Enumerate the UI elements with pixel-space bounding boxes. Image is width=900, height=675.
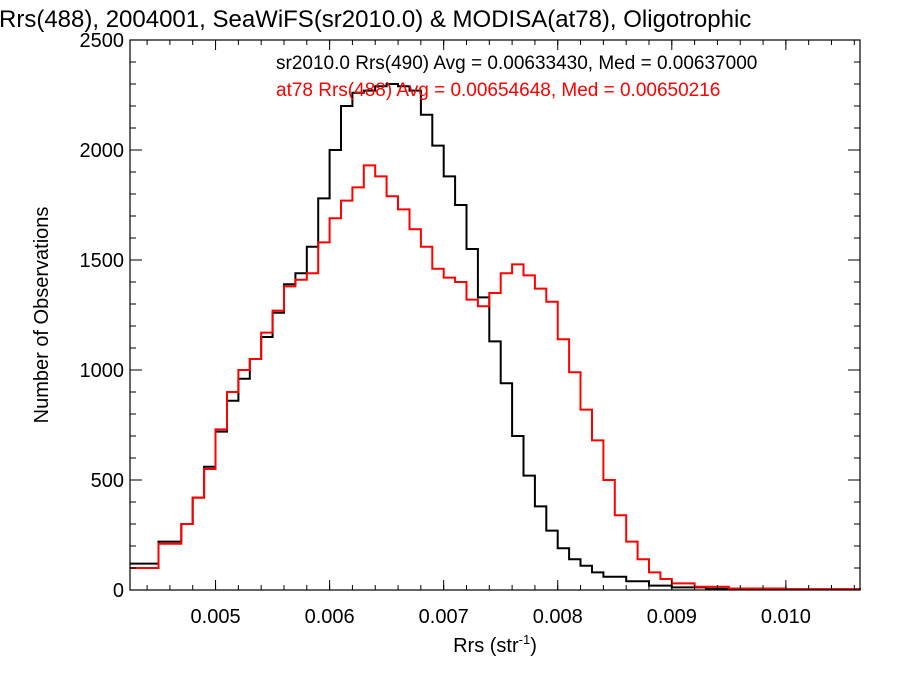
series-layer	[130, 83, 861, 591]
y-axis: 0 500 1000 1500 2000 2500	[80, 30, 860, 602]
x-axis-label: Rrs (str-1)	[453, 632, 537, 657]
y-axis-label: Number of Observations	[31, 207, 53, 424]
y-tick-label: 1500	[80, 250, 125, 272]
x-tick-label: 0.006	[305, 606, 355, 628]
x-tick-label: 0.005	[191, 606, 241, 628]
y-tick-label: 0	[113, 580, 124, 602]
y-tick-label: 2500	[80, 30, 125, 52]
x-tick-label: 0.009	[647, 606, 697, 628]
x-axis-label-superscript: -1	[519, 632, 531, 647]
y-tick-label: 2000	[80, 140, 125, 162]
x-axis-label-close: )	[530, 635, 537, 657]
x-axis-label-text: Rrs (str	[453, 635, 519, 657]
chart-title: Rrs(488), 2004001, SeaWiFS(sr2010.0) & M…	[0, 6, 751, 33]
series-line-1	[130, 164, 861, 591]
y-tick-label: 1000	[80, 360, 125, 382]
y-tick-label: 500	[91, 470, 124, 492]
plot-frame	[129, 39, 861, 591]
x-axis: 0.005 0.006 0.007 0.008 0.009 0.010	[146, 40, 855, 628]
legend-annotation-at78: at78 Rrs(488) Avg = 0.00654648, Med = 0.…	[276, 80, 720, 101]
x-tick-label: 0.010	[761, 606, 811, 628]
x-tick-label: 0.007	[419, 606, 469, 628]
legend-annotation-sr2010: sr2010.0 Rrs(490) Avg = 0.00633430, Med …	[276, 53, 757, 74]
x-tick-label: 0.008	[533, 606, 583, 628]
series-line-0	[130, 83, 861, 591]
